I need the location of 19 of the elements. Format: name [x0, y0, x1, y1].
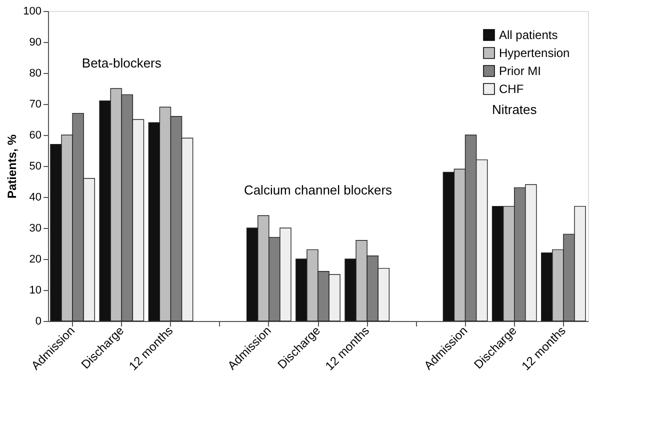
annotation: Nitrates [492, 102, 538, 117]
y-tick-label: 80 [29, 68, 42, 80]
annotation: Calcium channel blockers [244, 182, 393, 198]
y-tick-label: 70 [29, 98, 42, 110]
y-tick-label: 40 [29, 192, 42, 204]
legend-label: CHF [499, 82, 524, 96]
y-tick-label: 90 [29, 36, 42, 48]
y-tick-label: 30 [29, 222, 42, 234]
y-tick-label: 0 [35, 316, 42, 328]
y-tick-label: 60 [29, 130, 42, 142]
y-tick-label: 100 [23, 6, 42, 18]
annotation: Beta-blockers [82, 56, 162, 70]
y-tick-label: 50 [29, 160, 42, 172]
y-tick-label: 20 [29, 254, 42, 266]
legend-label: Prior MI [499, 64, 541, 78]
y-axis-title: Patients, % [5, 134, 20, 199]
legend-label: All patients [499, 28, 558, 42]
y-tick-label: 10 [29, 284, 42, 296]
legend-label: Hypertension [499, 46, 570, 60]
